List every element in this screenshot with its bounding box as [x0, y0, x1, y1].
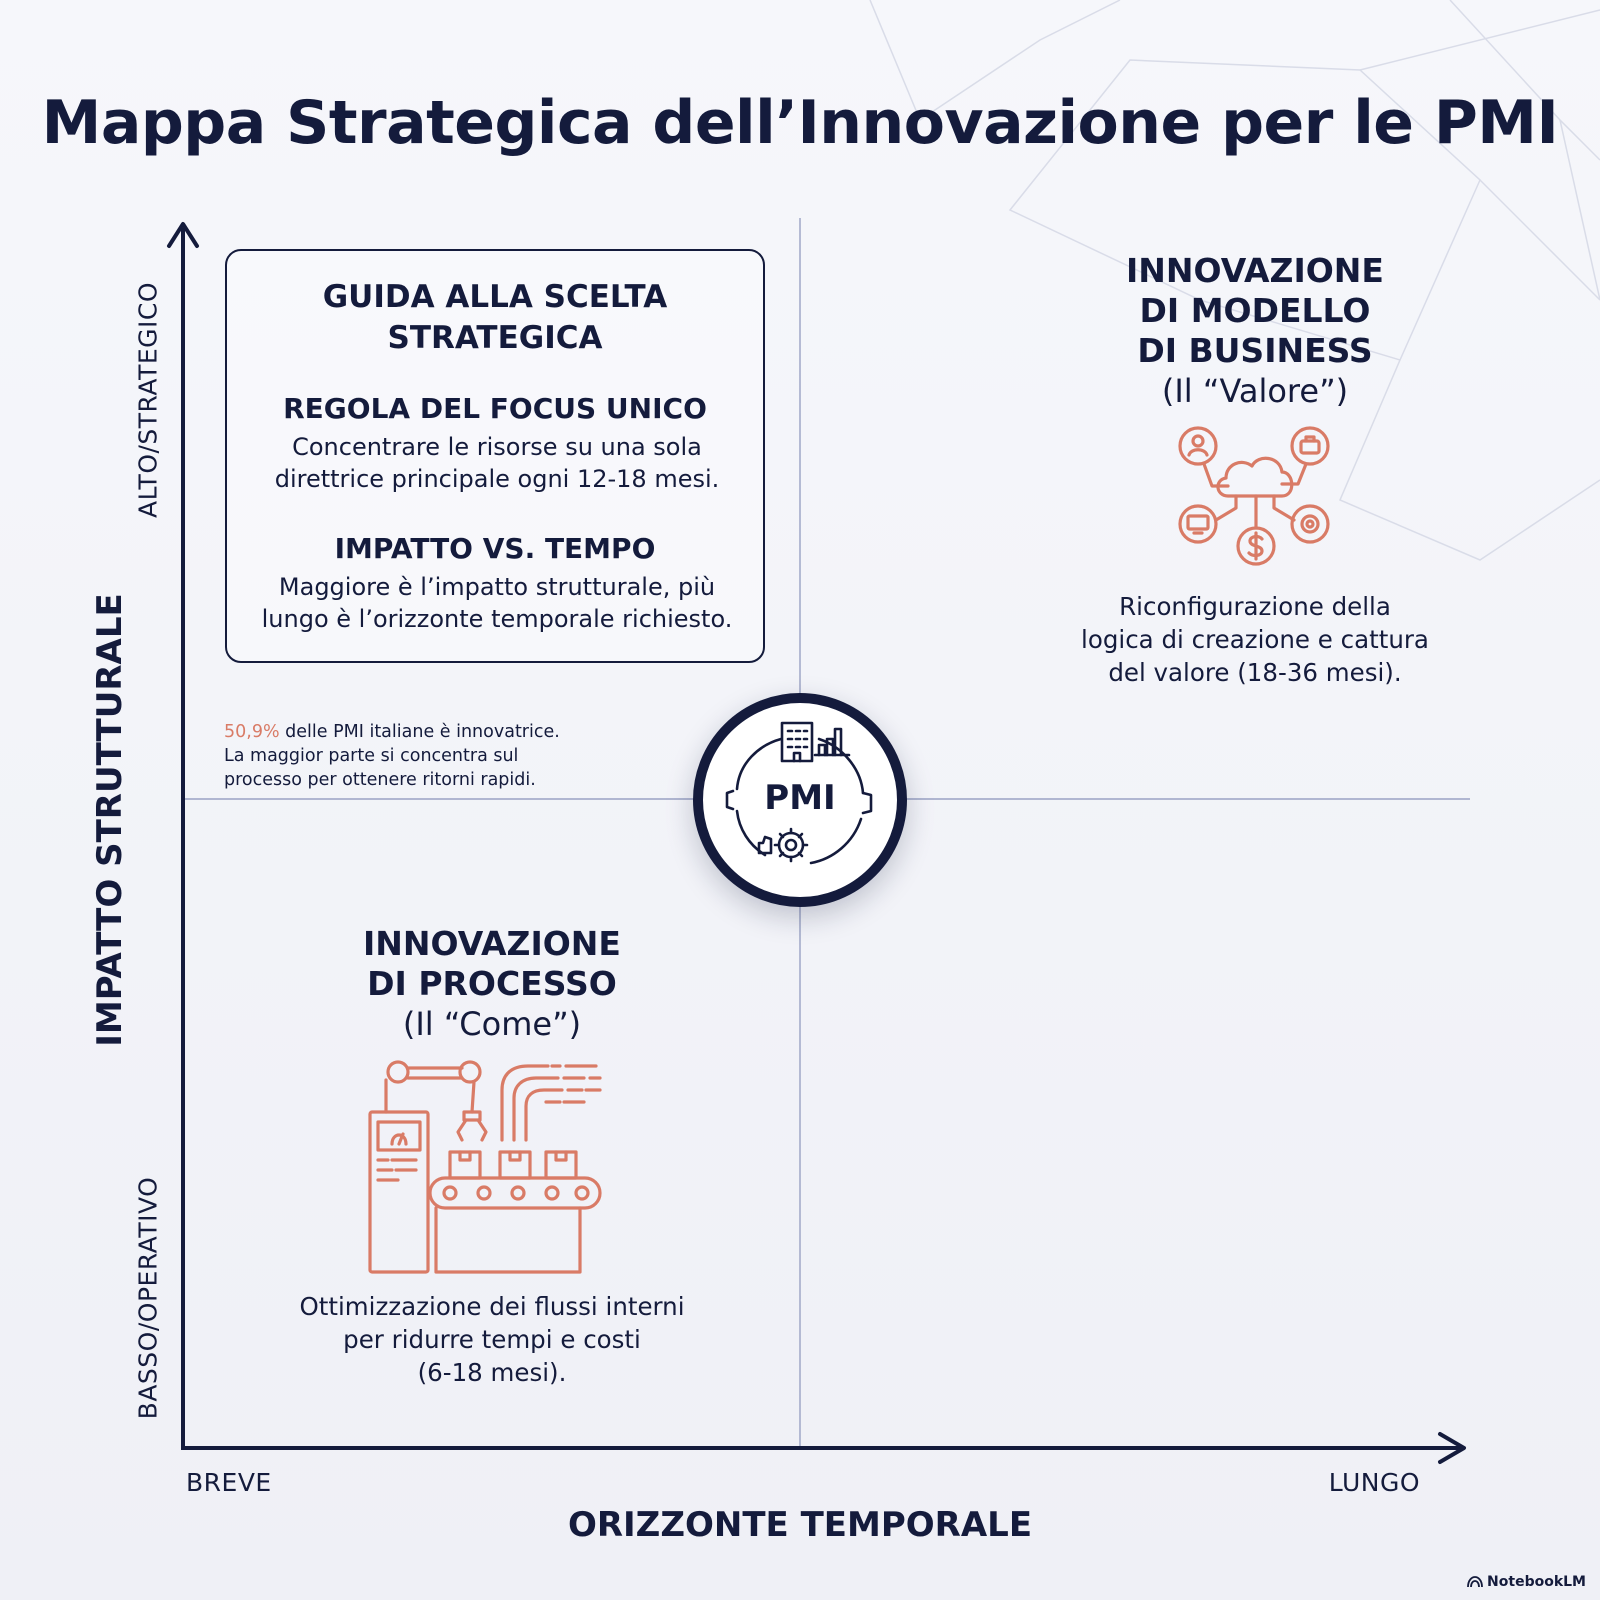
x-axis-arrowhead — [1438, 1432, 1466, 1464]
process-desc-line: (6-18 mesi). — [417, 1358, 567, 1387]
stat-line2: La maggior parte si concentra sul — [224, 746, 519, 766]
y-axis-high-label: ALTO/STRATEGICO — [133, 281, 163, 519]
rule2-line: Maggiore è l’impatto strutturale, più — [278, 573, 716, 601]
business-model-title-line: DI MODELLO — [1139, 291, 1371, 330]
rule1-heading: REGOLA DEL FOCUS UNICO — [283, 392, 707, 425]
rule2-heading: IMPATTO VS. TEMPO — [334, 532, 656, 565]
business-model-desc-line: Riconfigurazione della — [1119, 592, 1391, 621]
rule1-line: direttrice principale ogni 12-18 mesi. — [274, 465, 720, 493]
strategy-guide-box: GUIDA ALLA SCELTA STRATEGICA REGOLA DEL … — [225, 249, 765, 663]
brand-label: NotebookLM — [1487, 1574, 1586, 1590]
stat-highlight: 50,9% — [224, 722, 280, 742]
rule1-line: Concentrare le risorse su una sola — [292, 433, 702, 461]
stat-line3: processo per ottenere ritorni rapidi. — [224, 770, 536, 790]
rule1-text: Concentrare le risorse su una sola diret… — [237, 431, 757, 495]
process-title: INNOVAZIONE DI PROCESSO — [292, 924, 692, 1004]
factory-gear-icon — [725, 721, 873, 865]
y-axis-title: IMPATTO STRUTTURALE — [90, 593, 130, 1047]
cloud-network-icon — [1178, 426, 1330, 566]
process-title-line: INNOVAZIONE — [363, 924, 621, 963]
factory-robot-arm-icon — [368, 1060, 602, 1274]
business-model-desc-line: logica di creazione e cattura — [1081, 625, 1429, 654]
page-title: Mappa Strategica dell’Innovazione per le… — [41, 88, 1559, 158]
pmi-center-label: PMI — [764, 778, 836, 818]
process-subtitle: (Il “Come”) — [402, 1005, 582, 1043]
x-axis-title: ORIZZONTE TEMPORALE — [567, 1505, 1033, 1545]
business-model-description: Riconfigurazione della logica di creazio… — [1040, 590, 1470, 689]
business-model-title-line: INNOVAZIONE — [1126, 251, 1384, 290]
process-desc-line: Ottimizzazione dei flussi interni — [299, 1292, 685, 1321]
business-model-subtitle: (Il “Valore”) — [1161, 372, 1349, 410]
process-desc-line: per ridurre tempi e costi — [343, 1325, 641, 1354]
business-model-desc-line: del valore (18-36 mesi). — [1108, 658, 1402, 687]
stat-line1: delle PMI italiane è innovatrice. — [279, 722, 560, 742]
guide-title: GUIDA ALLA SCELTA STRATEGICA — [227, 277, 763, 359]
notebooklm-logo-icon — [1467, 1576, 1483, 1588]
business-model-title: INNOVAZIONE DI MODELLO DI BUSINESS — [1055, 251, 1455, 371]
rule2-text: Maggiore è l’impatto strutturale, più lu… — [237, 571, 757, 635]
guide-title-line: GUIDA ALLA SCELTA — [322, 279, 668, 315]
y-axis-low-label: BASSO/OPERATIVO — [133, 1176, 163, 1420]
x-axis-low-label: BREVE — [186, 1468, 272, 1497]
y-axis-arrowhead — [167, 222, 199, 248]
rule2-line: lungo è l’orizzonte temporale richiesto. — [261, 605, 733, 633]
x-axis-high-label: LUNGO — [1328, 1468, 1420, 1497]
process-description: Ottimizzazione dei flussi interni per ri… — [262, 1290, 722, 1389]
process-title-line: DI PROCESSO — [367, 964, 617, 1003]
guide-title-line: STRATEGICA — [387, 320, 603, 356]
stat-note: 50,9% delle PMI italiane è innovatrice. … — [224, 720, 644, 792]
brand-watermark: NotebookLM — [1467, 1574, 1586, 1590]
business-model-title-line: DI BUSINESS — [1137, 331, 1373, 370]
